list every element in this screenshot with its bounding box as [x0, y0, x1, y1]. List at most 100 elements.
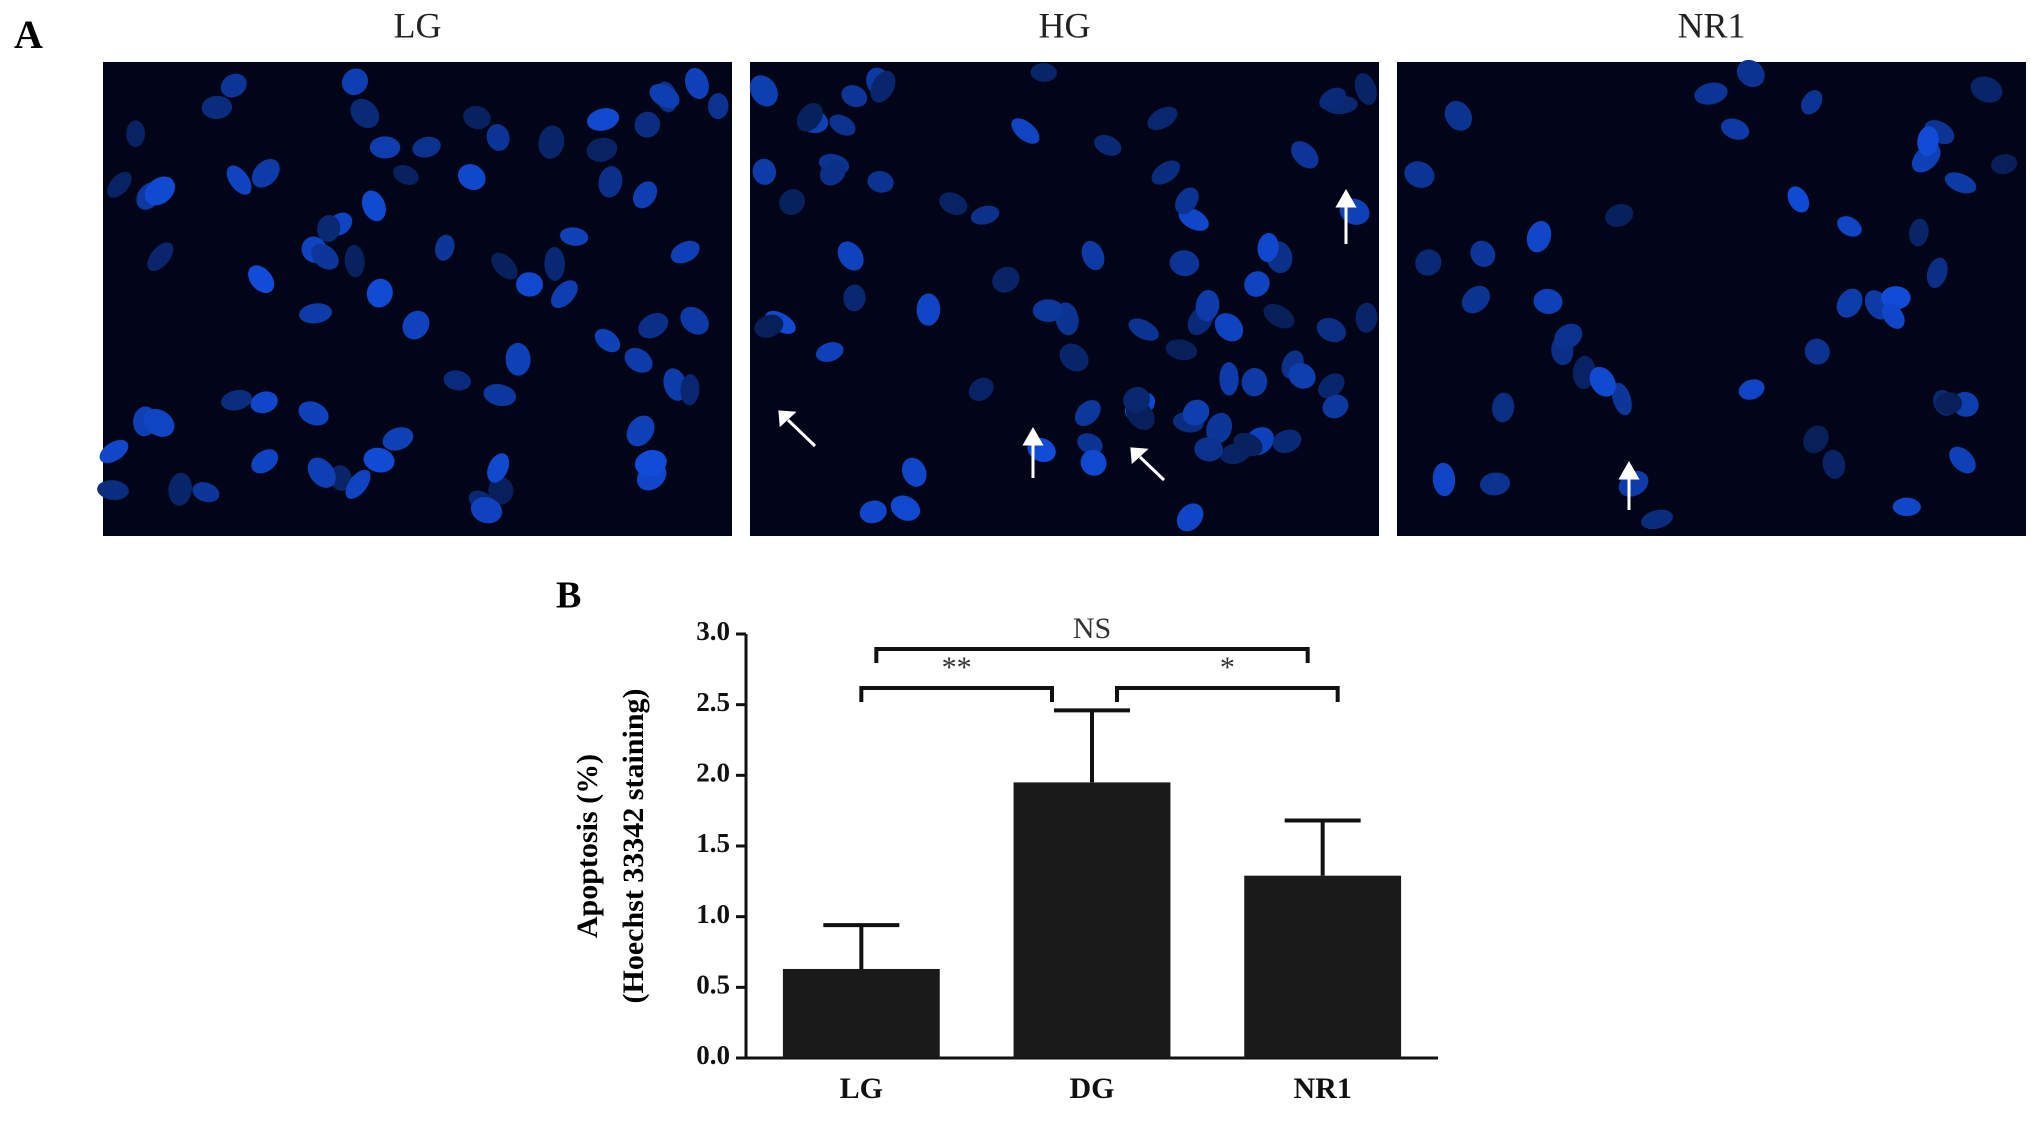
nucleus [251, 159, 280, 188]
nucleus [505, 342, 531, 376]
nucleus [412, 136, 441, 158]
nucleus [143, 408, 175, 437]
nucleus [1094, 134, 1122, 156]
nucleus [393, 164, 419, 185]
nucleus [1176, 503, 1204, 532]
arrow-head [1618, 460, 1640, 480]
nucleus [870, 70, 896, 103]
nucleus [685, 67, 709, 99]
nucleus [1589, 366, 1616, 397]
nucleus [1605, 203, 1634, 227]
image-label: NR1 [1677, 5, 1745, 45]
y-tick-label: 3.0 [696, 616, 730, 646]
nucleus [516, 272, 543, 297]
arrows [778, 188, 1640, 510]
nucleus [754, 314, 784, 338]
nucleus [626, 415, 655, 447]
nucleus [638, 312, 669, 339]
nucleus [250, 391, 278, 414]
nucleus [559, 227, 589, 246]
nucleus [633, 181, 658, 209]
nucleus [470, 497, 503, 524]
nucleus [1077, 433, 1103, 455]
nucleus [837, 241, 864, 271]
nucleus [544, 246, 565, 281]
nucleus [1935, 392, 1962, 415]
nucleus [779, 189, 805, 216]
nucleus [1322, 394, 1349, 419]
significance-label: ** [942, 651, 972, 684]
nucleus [1694, 82, 1728, 105]
nucleus [670, 240, 700, 264]
nucleus [749, 75, 778, 107]
nucleus [298, 401, 329, 426]
nucleus [586, 137, 618, 162]
nucleus [126, 120, 145, 148]
nucleus [1257, 233, 1279, 262]
nucleus [1554, 323, 1583, 350]
nucleus [1032, 299, 1064, 322]
nucleus [594, 328, 621, 353]
nucleus [1318, 373, 1345, 399]
nucleus [1970, 76, 2003, 103]
nucleus [1219, 362, 1239, 396]
nucleus [344, 244, 365, 278]
image-label: HG [1039, 5, 1091, 45]
nucleus [1316, 317, 1347, 343]
nucleus [819, 159, 846, 186]
nucleus [1244, 271, 1270, 297]
nucleus [1288, 363, 1316, 389]
significance-label: NS [1073, 612, 1111, 645]
nucleus [329, 465, 352, 491]
nucleus [361, 190, 386, 222]
micrographs: LG HG NR1 [97, 5, 2026, 536]
nucleus [1949, 446, 1976, 474]
nucleus [968, 377, 994, 401]
nucleus [488, 476, 514, 505]
arrow-head [1022, 426, 1044, 446]
nucleus [1233, 432, 1263, 457]
nucleus [402, 310, 430, 340]
nucleus [1123, 386, 1150, 413]
nucleus [1165, 339, 1198, 361]
y-tick-label: 2.0 [696, 758, 730, 788]
significance-bracket [1115, 686, 1340, 702]
nucleus [1533, 288, 1563, 314]
nucleus [1836, 288, 1863, 318]
nucleus [1822, 449, 1846, 479]
nucleus [1837, 216, 1862, 237]
nucleus [251, 449, 279, 474]
nucleus [457, 164, 486, 191]
nucleus [1917, 126, 1939, 157]
nucleus [1526, 221, 1552, 253]
y-tick-label: 0.0 [696, 1040, 730, 1070]
nucleus [1415, 249, 1442, 276]
x-tick-label: NR1 [1293, 1072, 1351, 1105]
nucleus [345, 469, 371, 499]
nucleus [992, 266, 1020, 293]
nucleus [1404, 161, 1435, 188]
nucleus [226, 165, 252, 195]
nucleus [192, 482, 220, 503]
nucleus [1195, 290, 1220, 322]
nucleus [890, 495, 921, 521]
nucleus [1272, 429, 1302, 454]
nucleus [147, 242, 174, 272]
nucleus [97, 480, 129, 500]
nucleus [363, 447, 395, 473]
nucleus [443, 370, 471, 391]
nucleus [1263, 303, 1295, 329]
nucleus [598, 166, 623, 198]
nucleus [491, 252, 518, 280]
arrow-head [1130, 447, 1149, 465]
y-axis-label: Apoptosis (%) [571, 754, 604, 938]
nucleus [707, 93, 729, 120]
nucleus [1011, 118, 1040, 144]
nucleus [1151, 160, 1181, 185]
nucleus [1169, 250, 1200, 277]
y-tick-label: 0.5 [696, 970, 730, 1000]
nucleus [859, 500, 887, 524]
nucleus [307, 457, 336, 488]
nucleus [634, 111, 661, 138]
y-tick-label: 1.5 [696, 828, 730, 858]
